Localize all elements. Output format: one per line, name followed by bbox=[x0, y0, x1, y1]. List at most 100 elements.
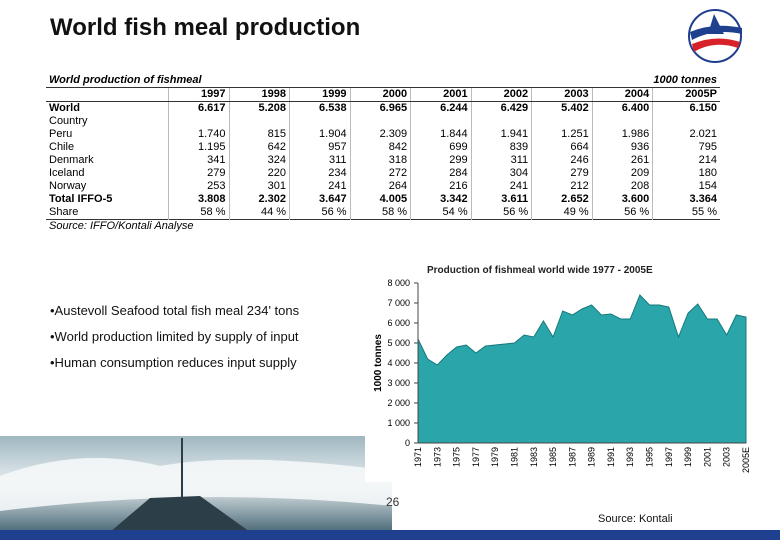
header-cell: 2004 bbox=[591, 87, 653, 102]
header-cell: 1998 bbox=[228, 87, 290, 102]
table-cell: 279 bbox=[167, 167, 229, 180]
table-cell bbox=[591, 115, 653, 128]
table-cell: 1.251 bbox=[531, 128, 593, 141]
table-cell: 341 bbox=[167, 154, 229, 167]
x-tick-label: 1975 bbox=[452, 447, 462, 467]
chart: Production of fishmeal world wide 1977 -… bbox=[365, 260, 780, 482]
x-tick-label: 1973 bbox=[432, 447, 442, 467]
table-cell: 56 % bbox=[289, 206, 351, 220]
table-cell bbox=[167, 115, 229, 128]
table-cell: 214 bbox=[652, 154, 720, 167]
header-cell: 2003 bbox=[531, 87, 593, 102]
row-label: Chile bbox=[49, 141, 75, 153]
table-source: Source: IFFO/Kontali Analyse bbox=[46, 219, 720, 233]
table-cell: 6.538 bbox=[289, 101, 351, 115]
table-unit: 1000 tonnes bbox=[592, 74, 720, 88]
table-row: Norway 253 301 241 264 216 241 212 208 154 bbox=[46, 180, 720, 193]
table-cell bbox=[470, 115, 532, 128]
table-cell bbox=[410, 115, 472, 128]
table-cell: 6.150 bbox=[652, 101, 720, 115]
row-label: Iceland bbox=[49, 167, 85, 179]
bullet: •Austevoll Seafood total fish meal 234' … bbox=[50, 303, 300, 318]
table-cell bbox=[289, 115, 351, 128]
table-row: Chile 1.195 642 957 842 699 839 664 936 795 bbox=[46, 141, 720, 154]
x-tick-label: 1983 bbox=[529, 447, 539, 467]
table-cell: 6.400 bbox=[591, 101, 653, 115]
table-cell: 261 bbox=[591, 154, 653, 167]
table-cell: 253 bbox=[167, 180, 229, 193]
table-cell: 699 bbox=[410, 141, 472, 154]
table-cell: 2.652 bbox=[531, 193, 593, 206]
table-cell: 279 bbox=[531, 167, 593, 180]
table-cell: 216 bbox=[410, 180, 472, 193]
header-cell bbox=[46, 87, 169, 102]
table-cell: 208 bbox=[591, 180, 653, 193]
table-cell: 3.647 bbox=[289, 193, 351, 206]
header-cell: 2005P bbox=[652, 87, 720, 102]
chart-source: Source: Kontali bbox=[598, 513, 673, 525]
table-cell: 44 % bbox=[228, 206, 290, 220]
table-cell: 49 % bbox=[531, 206, 593, 220]
table-cell: 642 bbox=[228, 141, 290, 154]
table-cell: 311 bbox=[289, 154, 351, 167]
table-cell: 5.208 bbox=[228, 101, 290, 115]
x-tick-label: 2005E bbox=[741, 447, 751, 473]
row-label: Total IFFO-5 bbox=[49, 193, 113, 205]
row-label: Norway bbox=[49, 180, 87, 192]
x-tick-label: 1987 bbox=[567, 447, 577, 467]
table-cell: 55 % bbox=[652, 206, 720, 220]
table-cell: 5.402 bbox=[531, 101, 593, 115]
table-cell: 1.986 bbox=[591, 128, 653, 141]
table-cell: 3.600 bbox=[591, 193, 653, 206]
x-tick-label: 1971 bbox=[413, 447, 423, 467]
table-cell bbox=[531, 115, 593, 128]
table-cell: 2.021 bbox=[652, 128, 720, 141]
table-cell: 6.244 bbox=[410, 101, 472, 115]
y-tick-label: 8 000 bbox=[387, 278, 410, 288]
header-cell: 2002 bbox=[470, 87, 532, 102]
table-cell: 3.364 bbox=[652, 193, 720, 206]
data-table: World production of fishmeal 1000 tonnes 1… bbox=[46, 74, 720, 233]
table-cell: 842 bbox=[349, 141, 411, 154]
table-cell: 1.844 bbox=[410, 128, 472, 141]
table-cell: 212 bbox=[531, 180, 593, 193]
table-cell: 58 % bbox=[349, 206, 411, 220]
page-number: 26 bbox=[386, 495, 400, 509]
y-tick-label: 4 000 bbox=[387, 358, 410, 368]
y-tick-label: 5 000 bbox=[387, 338, 410, 348]
table-cell: 180 bbox=[652, 167, 720, 180]
row-label: Denmark bbox=[49, 154, 94, 166]
table-cell: 220 bbox=[228, 167, 290, 180]
table-cell: 234 bbox=[289, 167, 351, 180]
table-cell: 56 % bbox=[591, 206, 653, 220]
caption-row: World production of fishmeal 1000 tonnes bbox=[46, 74, 720, 88]
table-cell: 1.941 bbox=[470, 128, 532, 141]
table-cell bbox=[228, 115, 290, 128]
table-row: World 6.617 5.208 6.538 6.965 6.244 6.429 5.402… bbox=[46, 101, 720, 115]
area bbox=[417, 294, 747, 444]
table-cell: 2.302 bbox=[228, 193, 290, 206]
row-label: Share bbox=[49, 206, 79, 218]
y-tick-label: 2 000 bbox=[387, 398, 410, 408]
table-cell: 2.309 bbox=[349, 128, 411, 141]
table-cell bbox=[349, 115, 411, 128]
table-row: Share 58 % 44 % 56 % 58 % 54 % 56 % 49 % 56 % 55 … bbox=[46, 206, 720, 220]
table-cell: 6.965 bbox=[349, 101, 411, 115]
row-label: Peru bbox=[49, 128, 73, 140]
y-tick-label: 3 000 bbox=[387, 378, 410, 388]
x-tick-label: 2003 bbox=[722, 447, 732, 467]
x-tick-label: 1995 bbox=[645, 447, 655, 467]
footer-bar bbox=[0, 530, 780, 540]
table-cell: 664 bbox=[531, 141, 593, 154]
bullet: •Human consumption reduces input supply bbox=[50, 355, 297, 370]
y-axis-label: 1000 tonnes bbox=[373, 334, 384, 392]
table-row: Country bbox=[46, 115, 720, 128]
table-cell: 299 bbox=[410, 154, 472, 167]
table-cell: 3.342 bbox=[410, 193, 472, 206]
chart-title: Production of fishmeal world wide 1977 -… bbox=[427, 265, 653, 276]
header-cell: 1997 bbox=[167, 87, 229, 102]
table-cell: 795 bbox=[652, 141, 720, 154]
source-row: Source: IFFO/Kontali Analyse bbox=[46, 219, 720, 233]
table-row: Iceland 279 220 234 272 284 304 279 209 180 bbox=[46, 167, 720, 180]
table-row: Total IFFO-5 3.808 2.302 3.647 4.005 3.342 3.6… bbox=[46, 193, 720, 206]
